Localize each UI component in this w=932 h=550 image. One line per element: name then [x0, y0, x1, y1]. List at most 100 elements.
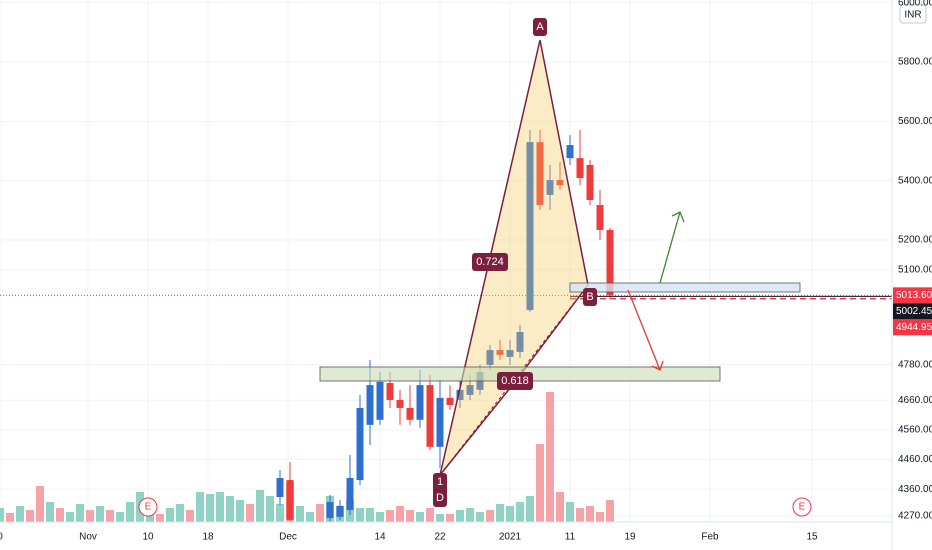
volume-bar [256, 490, 264, 522]
volume-bar [176, 504, 184, 522]
candle-body [496, 350, 504, 355]
candle-body [586, 164, 594, 200]
candle-body [436, 397, 444, 447]
volume-bar [486, 510, 494, 522]
price-tag-label: 4944.95 [896, 322, 932, 333]
volume-bar [466, 508, 474, 522]
y-tick-label: 4780.00 [898, 359, 932, 370]
volume-bar [386, 510, 394, 522]
candle-body [386, 383, 394, 400]
y-tick-label: 4660.00 [898, 395, 932, 406]
label-box [497, 372, 533, 390]
earnings-marker [138, 497, 158, 517]
volume-bar [206, 494, 214, 522]
x-tick-label: 19 [624, 532, 636, 543]
candle-body [286, 480, 294, 520]
candle-body [336, 505, 344, 517]
earnings-label: E [145, 502, 152, 513]
ratio-label: 0.724 [476, 256, 504, 268]
point-label: A [536, 21, 544, 33]
y-tick-label: 5600.00 [898, 116, 932, 127]
candle-body [486, 350, 494, 365]
volume-bar [46, 502, 54, 522]
price-tag [893, 303, 932, 320]
x-tick-label: 22 [434, 532, 446, 543]
up-arrow-head [671, 211, 685, 223]
candle-body [366, 385, 374, 425]
volume-bar [196, 492, 204, 522]
y-tick-label: 5100.00 [898, 264, 932, 275]
volume-bar [156, 514, 164, 522]
y-tick-label: 5400.00 [898, 175, 932, 186]
candle-body [276, 477, 284, 497]
point-label: D [436, 492, 444, 504]
price-tag [893, 319, 932, 336]
y-tick-label: 5200.00 [898, 235, 932, 246]
volume-bar [476, 512, 484, 522]
label-box [472, 253, 508, 271]
currency: INR [904, 10, 921, 21]
price-tag-label: 5002.45 [896, 306, 932, 317]
y-tick-label: 4560.00 [898, 425, 932, 436]
volume-bar [226, 496, 234, 522]
volume-bar [66, 512, 74, 522]
x-tick-label: Feb [701, 532, 719, 543]
volume-bar [416, 512, 424, 522]
volume-bar [56, 508, 64, 522]
volume-bar [216, 492, 224, 522]
x-tick-label: 11 [565, 532, 576, 543]
volume-bar [526, 496, 534, 522]
down-arrow-head [651, 360, 664, 371]
y-tick-label: 4360.00 [898, 484, 932, 495]
x-tick-label: 18 [202, 532, 214, 543]
volume-bar [26, 510, 34, 522]
candle-body [346, 477, 354, 511]
candle-body [326, 502, 334, 519]
volume-bar [426, 508, 434, 522]
currency-badge [899, 4, 927, 24]
volume-bar [506, 506, 514, 522]
candles [276, 129, 892, 522]
x-tick-label: Dec [279, 532, 297, 543]
volume-bar [76, 504, 84, 522]
price-tag [893, 287, 932, 304]
volume-bar [0, 508, 4, 522]
candle-body [426, 385, 434, 447]
volume-bar [126, 502, 134, 522]
volume-bar [406, 510, 414, 522]
candle-body [456, 389, 464, 400]
volume-bar [456, 510, 464, 522]
down-arrow [627, 289, 661, 371]
volume-bar [436, 514, 444, 522]
volume-bar [546, 392, 554, 522]
candle-body [466, 385, 474, 395]
volume-bar [516, 502, 524, 522]
volume-bar [236, 500, 244, 522]
price-tag-label: 5013.60 [896, 290, 932, 301]
volume-bar [566, 502, 574, 522]
candle-body [526, 142, 534, 311]
candle-body [596, 205, 604, 230]
x-tick-label: 15 [806, 532, 818, 543]
candle-body [556, 180, 564, 186]
volume-bar [166, 508, 174, 522]
volume-bar [536, 444, 544, 522]
volume-bar [6, 513, 14, 522]
point-label: 1 [437, 476, 443, 488]
ratio-label: 0.618 [501, 375, 529, 387]
point-label: B [586, 291, 593, 303]
volume-bar [366, 508, 374, 522]
candle-body [406, 407, 414, 420]
label-box [533, 18, 547, 36]
label-box [433, 473, 447, 507]
volume-bar [596, 512, 604, 522]
volume-bar [106, 510, 114, 522]
volume-bar [316, 504, 324, 522]
volume-bar [96, 506, 104, 522]
x-tick-label: Nov [79, 532, 97, 543]
up-arrow [659, 211, 681, 284]
